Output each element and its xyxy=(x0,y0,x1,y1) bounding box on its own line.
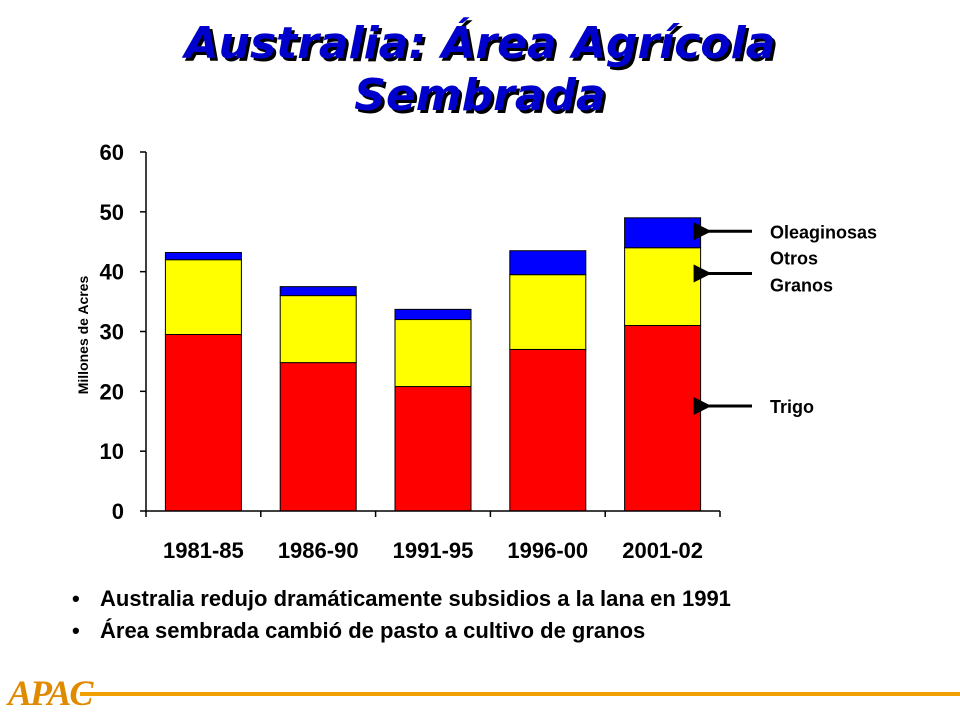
bar-segment xyxy=(624,247,702,327)
legend-label-trigo: Trigo xyxy=(770,397,814,417)
bar-segment xyxy=(394,308,472,321)
bar-segment xyxy=(164,252,242,261)
bullet-item: • Área sembrada cambió de pasto a cultiv… xyxy=(72,615,731,647)
x-tick-label: 1981-85 xyxy=(163,538,244,563)
bar-segment xyxy=(624,217,702,249)
legend-label-otros: Otros xyxy=(770,248,818,268)
y-tick-label: 50 xyxy=(100,200,124,225)
bar-segment xyxy=(394,386,472,512)
bar-segment xyxy=(509,348,587,512)
bar-segment xyxy=(279,286,357,297)
x-tick-label: 1986-90 xyxy=(278,538,359,563)
bar-segment xyxy=(394,319,472,388)
y-tick-label: 10 xyxy=(100,439,124,464)
page-title: Australia: Área Agrícola Sembrada xyxy=(0,18,960,122)
y-tick-label: 60 xyxy=(100,140,124,165)
y-tick-label: 40 xyxy=(100,260,124,285)
y-tick-label: 20 xyxy=(100,379,124,404)
y-tick-label: 30 xyxy=(100,320,124,345)
x-tick-label: 1991-95 xyxy=(393,538,474,563)
bullet-dot-icon: • xyxy=(72,618,80,643)
bullet-text: Australia redujo dramáticamente subsidio… xyxy=(100,586,731,611)
bullet-dot-icon: • xyxy=(72,586,80,611)
y-tick-label: 0 xyxy=(112,499,124,524)
y-axis-label: Millones de Acres xyxy=(75,276,91,395)
title-line-2: Sembrada xyxy=(354,70,606,121)
apac-logo: APAC xyxy=(8,673,93,713)
bullet-text: Área sembrada cambió de pasto a cultivo … xyxy=(100,618,646,643)
footer-divider xyxy=(80,692,960,696)
bar-segment xyxy=(509,274,587,350)
title-line-1: Australia: Área Agrícola xyxy=(184,18,776,69)
bullet-item: • Australia redujo dramáticamente subsid… xyxy=(72,583,731,615)
bar-segment xyxy=(164,259,242,335)
bar-segment xyxy=(279,362,357,512)
x-tick-label: 1996-00 xyxy=(507,538,588,563)
bar-segment xyxy=(164,333,242,512)
bar-segment xyxy=(279,295,357,364)
x-tick-label: 2001-02 xyxy=(622,538,703,563)
bar-segment xyxy=(509,250,587,276)
legend-label-granos: Granos xyxy=(770,275,833,295)
legend-label-oleaginosas: Oleaginosas xyxy=(770,222,877,242)
bar-segment xyxy=(624,325,702,512)
bullet-list: • Australia redujo dramáticamente subsid… xyxy=(72,583,731,647)
